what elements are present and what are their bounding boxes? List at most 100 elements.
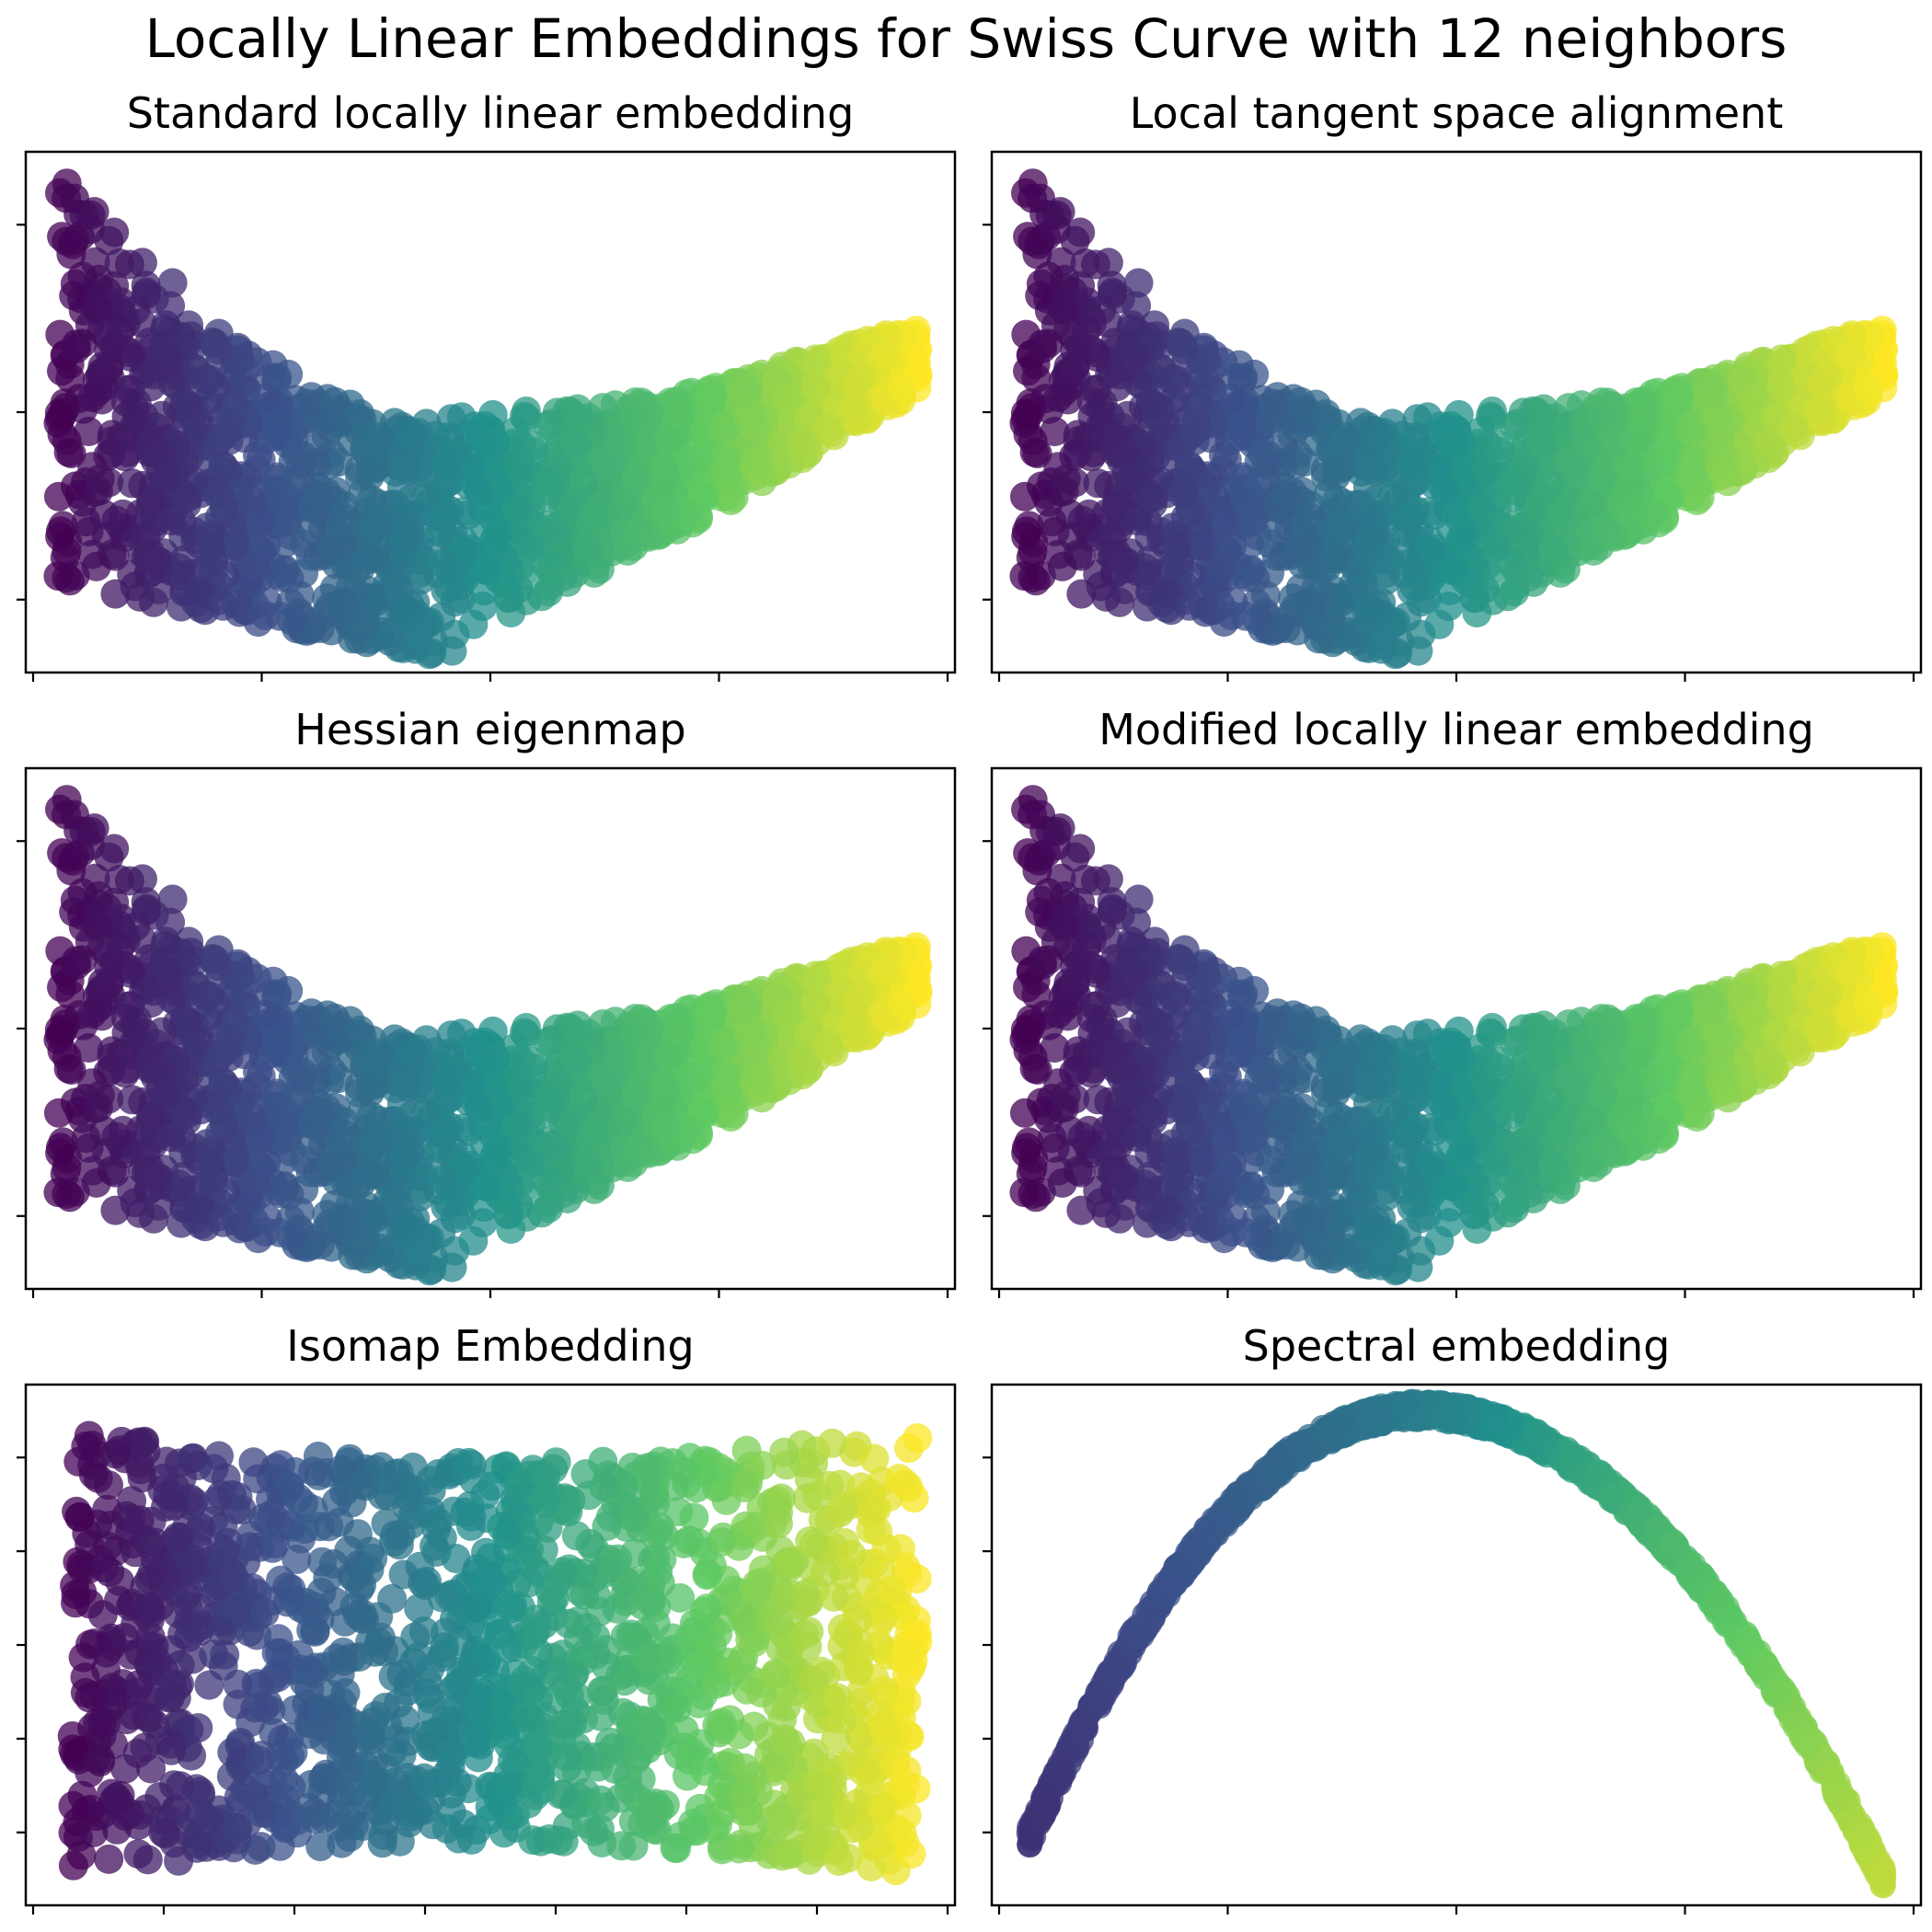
scatter-point: [579, 500, 609, 529]
scatter-point: [1713, 466, 1743, 497]
scatter-point: [323, 1064, 353, 1094]
scatter-point: [1240, 563, 1271, 593]
scatter-point: [144, 1190, 174, 1221]
scatter-point: [146, 1017, 177, 1047]
scatter-point: [540, 1129, 569, 1159]
scatter-point: [1766, 373, 1797, 403]
scatter-point: [81, 551, 111, 581]
scatter-point: [1224, 350, 1254, 380]
scatter-point: [277, 1222, 307, 1252]
scatter-point: [274, 563, 305, 593]
scatter-point: [836, 395, 867, 425]
scatter-point: [519, 436, 549, 466]
scatter-point: [1123, 268, 1154, 298]
scatter-point: [1355, 523, 1386, 554]
scatter-point: [652, 1111, 682, 1142]
scatter-point: [94, 353, 123, 384]
scatter-point: [842, 985, 871, 1016]
scatter-point: [1526, 428, 1556, 458]
scatter-point: [888, 374, 918, 404]
scatter-point: [1112, 400, 1143, 431]
scatter-point: [292, 1005, 322, 1035]
scatter-point: [425, 1133, 455, 1164]
scatter-point: [842, 369, 871, 399]
scatter-point: [346, 1168, 376, 1199]
scatter-point: [77, 383, 108, 412]
scatter-point: [500, 1110, 531, 1141]
scatter-point: [1802, 395, 1833, 425]
scatter-point: [296, 514, 327, 545]
scatter-point: [1631, 399, 1662, 430]
scatter-point: [99, 217, 130, 247]
scatter-point: [547, 562, 578, 592]
scatter-point: [1459, 583, 1489, 614]
scatter-point: [94, 970, 123, 1000]
scatter-point: [1271, 480, 1301, 511]
scatter-point: [215, 408, 246, 438]
scatter-point: [1117, 310, 1147, 340]
scatter-point: [411, 1098, 442, 1128]
scatter-point: [323, 447, 353, 477]
scatter-point: [1051, 464, 1081, 494]
scatter-point: [727, 985, 757, 1016]
scatter-point: [547, 1179, 578, 1208]
scatter-point: [194, 981, 224, 1011]
scatter-point: [1286, 386, 1316, 417]
scatter-point: [623, 1077, 653, 1108]
scatter-point: [870, 957, 900, 987]
scatter-point: [221, 1205, 251, 1236]
scatter-point: [305, 480, 335, 511]
scatter-point: [481, 521, 512, 551]
scatter-point: [1293, 587, 1323, 617]
panel-title-spectral: Spectral embedding: [1242, 1321, 1671, 1371]
scatter-point: [465, 1094, 494, 1123]
scatter-point: [1854, 374, 1884, 404]
scatter-point: [67, 878, 98, 908]
scatter-point: [1437, 555, 1467, 585]
scatter-point: [143, 546, 173, 577]
scatter-point: [272, 1123, 303, 1154]
scatter-point: [1009, 561, 1040, 592]
scatter-point: [458, 609, 489, 639]
scatter-point: [1010, 398, 1041, 429]
scatter-point: [278, 1084, 308, 1114]
scatter-point: [345, 398, 375, 429]
scatter-point: [144, 574, 174, 604]
scatter-point: [649, 1069, 679, 1099]
scatter-point: [219, 529, 249, 559]
scatter-point: [1175, 452, 1204, 482]
scatter-point: [1447, 521, 1478, 551]
scatter-point: [649, 453, 679, 483]
scatter-point: [515, 533, 545, 563]
scatter-point: [356, 1101, 386, 1132]
scatter-point: [1330, 421, 1361, 452]
scatter-point: [117, 468, 147, 499]
scatter-point: [258, 966, 288, 996]
scatter-point: [104, 865, 134, 894]
scatter-point: [99, 834, 130, 864]
scatter-point: [67, 328, 98, 359]
scatter-point: [1175, 495, 1205, 525]
scatter-point: [747, 466, 777, 497]
scatter-point: [251, 383, 281, 413]
scatter-point: [1086, 393, 1116, 423]
scatter-point: [747, 1083, 777, 1113]
scatter-point: [500, 494, 531, 524]
scatter-point: [1019, 437, 1050, 467]
scatter-point: [389, 1140, 420, 1170]
scatter-point: [236, 1100, 265, 1131]
scatter-point: [251, 531, 282, 561]
scatter-point: [1431, 477, 1460, 507]
scatter-point: [252, 587, 282, 617]
scatter-point: [1836, 340, 1866, 371]
scatter-point: [101, 1121, 132, 1152]
scatter-point: [390, 454, 420, 484]
scatter-point: [277, 605, 307, 636]
scatter-point: [1033, 328, 1064, 359]
scatter-point: [653, 424, 684, 454]
scatter-point: [346, 552, 376, 582]
scatter-point: [465, 477, 494, 507]
scatter-point: [458, 1225, 489, 1256]
scatter-point: [56, 856, 86, 886]
scatter-point: [361, 1068, 391, 1098]
